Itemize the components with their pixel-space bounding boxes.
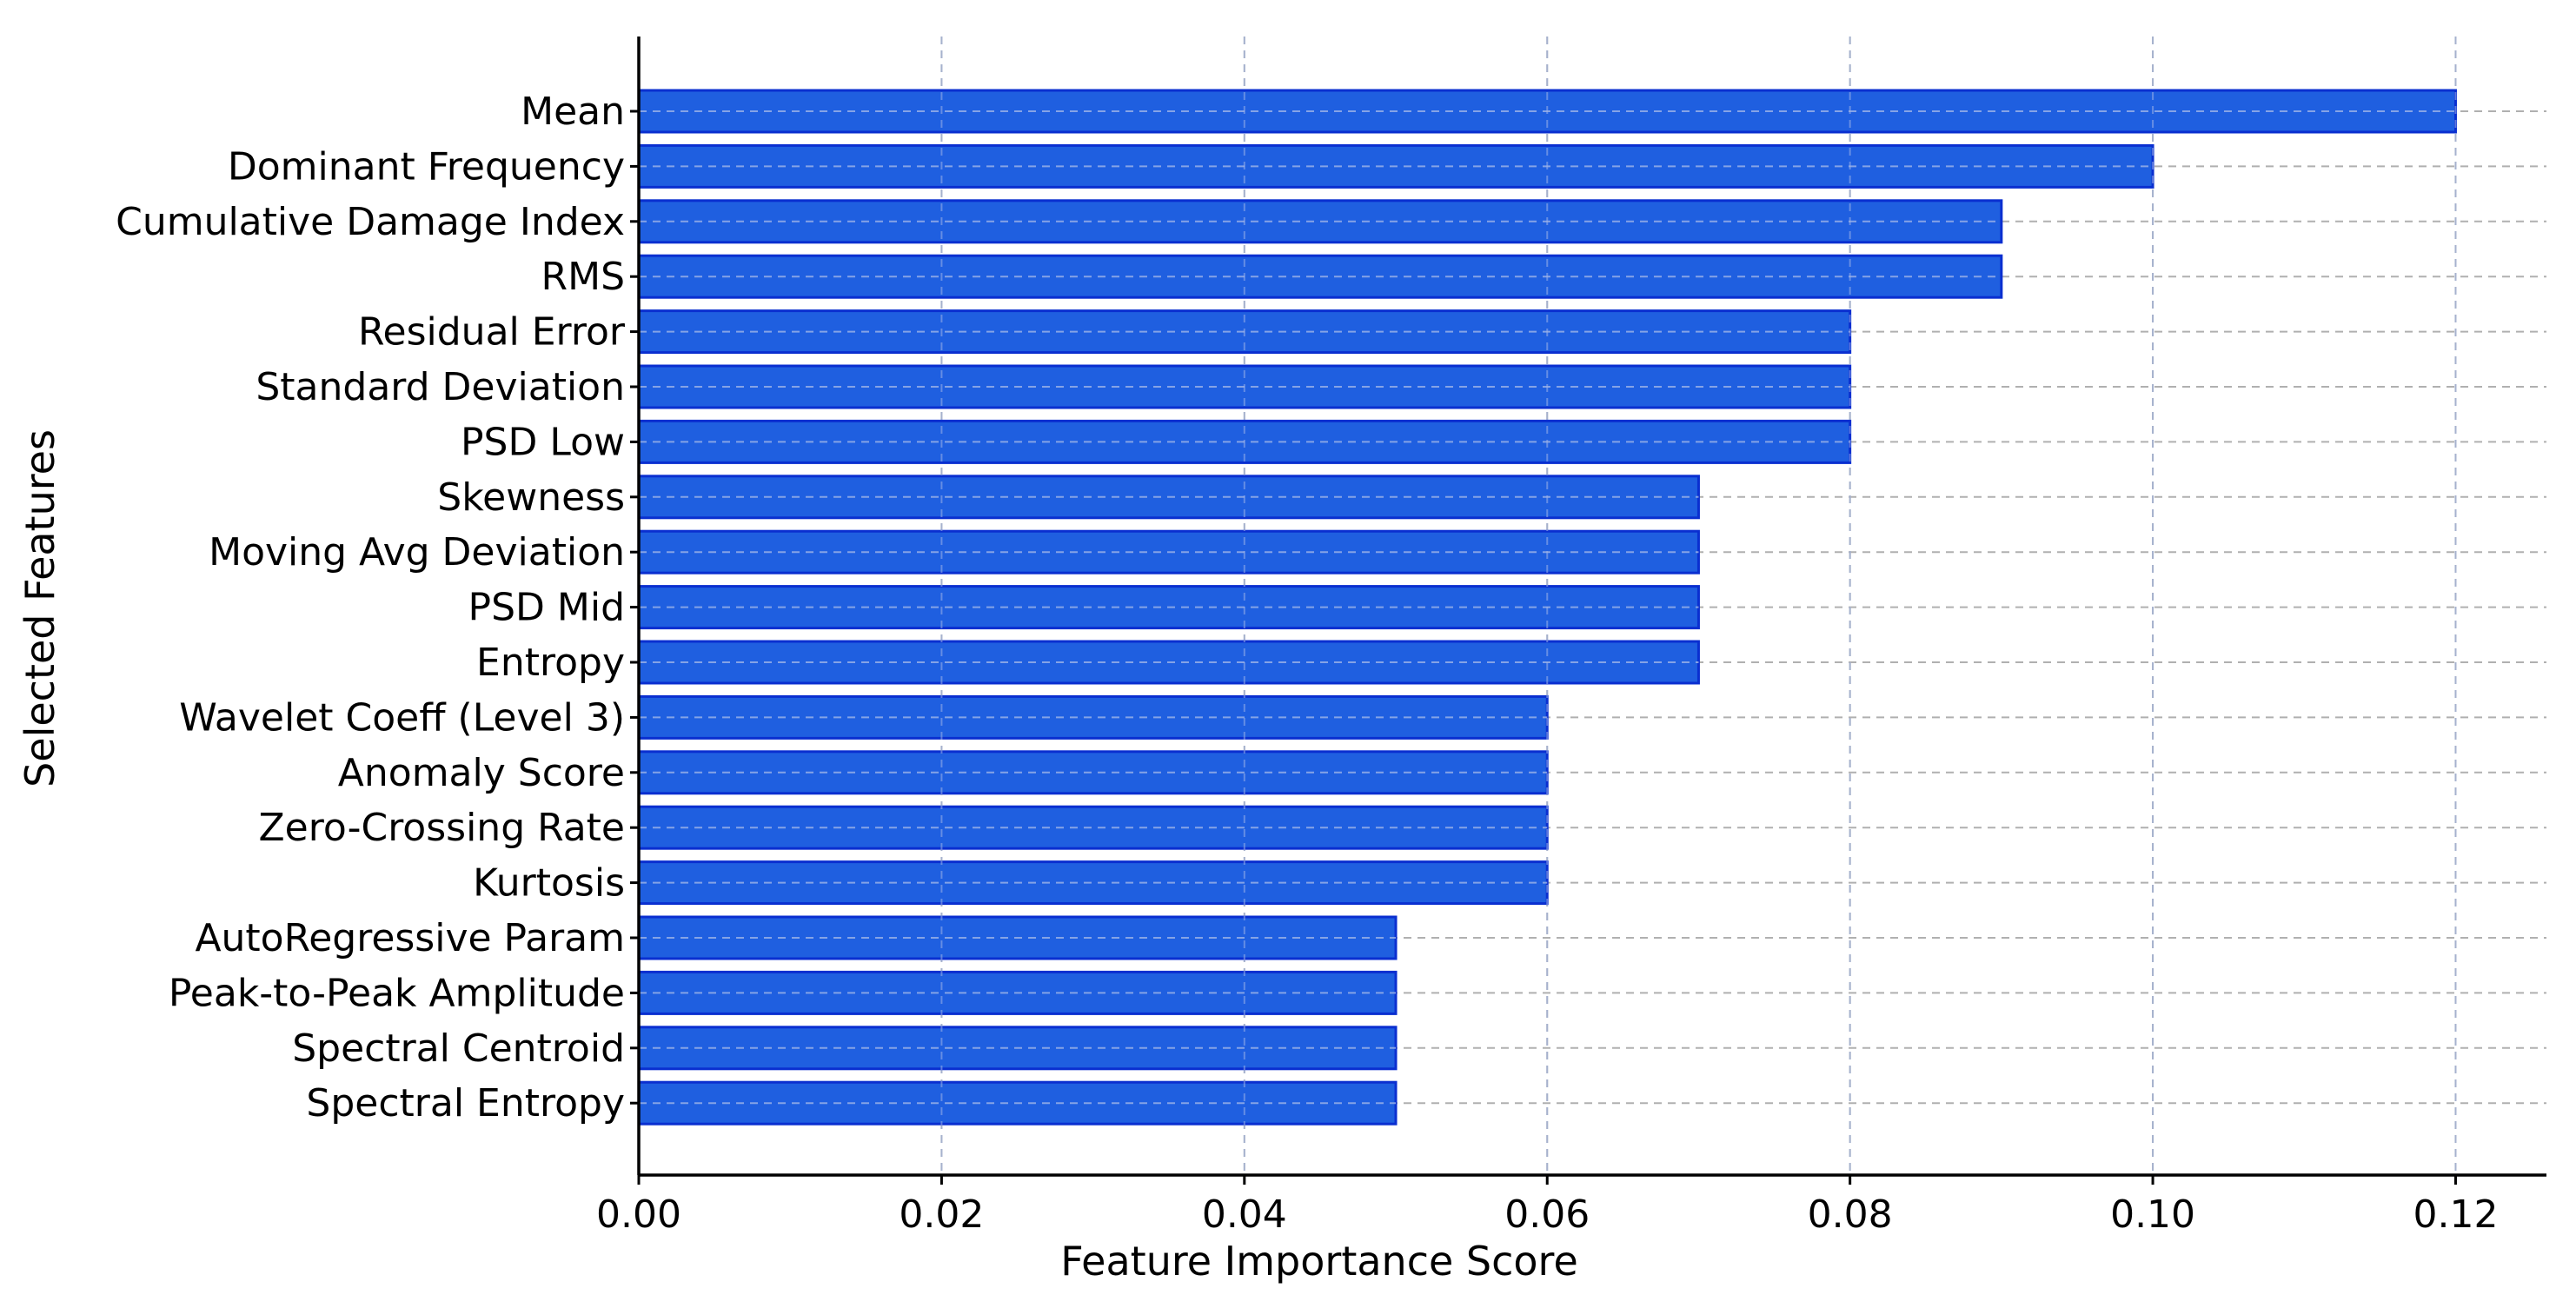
y-tick-label: Wavelet Coeff (Level 3) [179,695,625,740]
x-axis-title: Feature Importance Score [1060,1238,1578,1285]
y-tick-label: Anomaly Score [338,751,625,795]
y-tick-label: Peak-to-Peak Amplitude [169,971,625,1015]
x-tick-label: 0.06 [1504,1192,1590,1237]
bars [637,37,2457,1175]
y-tick-label: AutoRegressive Param [195,916,625,960]
x-tick-label: 0.04 [1202,1192,1287,1237]
y-tick-label: PSD Mid [468,586,625,630]
y-tick-label: Zero-Crossing Rate [259,806,625,850]
y-tick-label: Residual Error [358,310,626,355]
x-tick-label: 0.02 [899,1192,984,1237]
x-tick-label: 0.10 [2110,1192,2195,1237]
y-tick-label: RMS [541,255,625,299]
y-tick-label: Cumulative Damage Index [116,200,625,244]
y-tick-label: Spectral Centroid [292,1026,625,1071]
axes [630,37,2546,1185]
y-tick-label: Entropy [476,641,625,685]
y-tick-label: Standard Deviation [256,365,625,409]
y-tick-label: PSD Low [461,420,625,464]
y-tick-label: Moving Avg Deviation [209,530,625,574]
y-tick-label: Dominant Frequency [228,144,625,189]
y-tick-label: Skewness [437,475,625,520]
y-tick-label: Kurtosis [473,861,625,906]
y-tick-label: Mean [521,90,625,134]
y-axis-title: Selected Features [17,429,63,787]
y-tick-label: Spectral Entropy [306,1081,625,1126]
x-tick-label: 0.12 [2413,1192,2498,1237]
x-tick-label: 0.00 [596,1192,681,1237]
x-tick-labels: 0.00 0.02 0.04 0.06 0.08 0.10 0.12 [596,1192,2498,1237]
y-tick-labels: Mean Dominant Frequency Cumulative Damage … [116,90,626,1126]
x-tick-label: 0.08 [1808,1192,1893,1237]
